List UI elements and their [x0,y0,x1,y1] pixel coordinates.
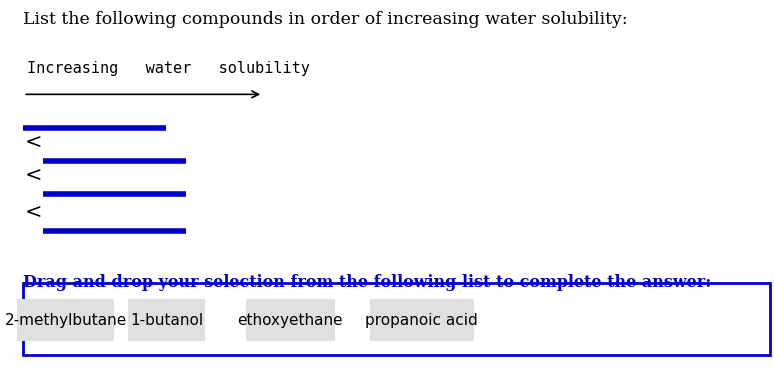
Text: <: < [25,134,43,153]
Text: List the following compounds in order of increasing water solubility:: List the following compounds in order of… [23,11,628,28]
Text: 1-butanol: 1-butanol [130,313,203,327]
Text: Increasing   water   solubility: Increasing water solubility [27,61,310,76]
Text: Drag and drop your selection from the following list to complete the answer:: Drag and drop your selection from the fo… [23,274,711,291]
Text: ethoxyethane: ethoxyethane [238,313,343,327]
FancyBboxPatch shape [128,299,205,341]
FancyBboxPatch shape [23,283,770,355]
Text: propanoic acid: propanoic acid [365,313,478,327]
FancyBboxPatch shape [18,299,115,341]
FancyBboxPatch shape [370,299,474,341]
Text: <: < [25,167,43,186]
FancyBboxPatch shape [246,299,334,341]
Text: <: < [25,204,43,223]
Text: 2-methylbutane: 2-methylbutane [5,313,127,327]
